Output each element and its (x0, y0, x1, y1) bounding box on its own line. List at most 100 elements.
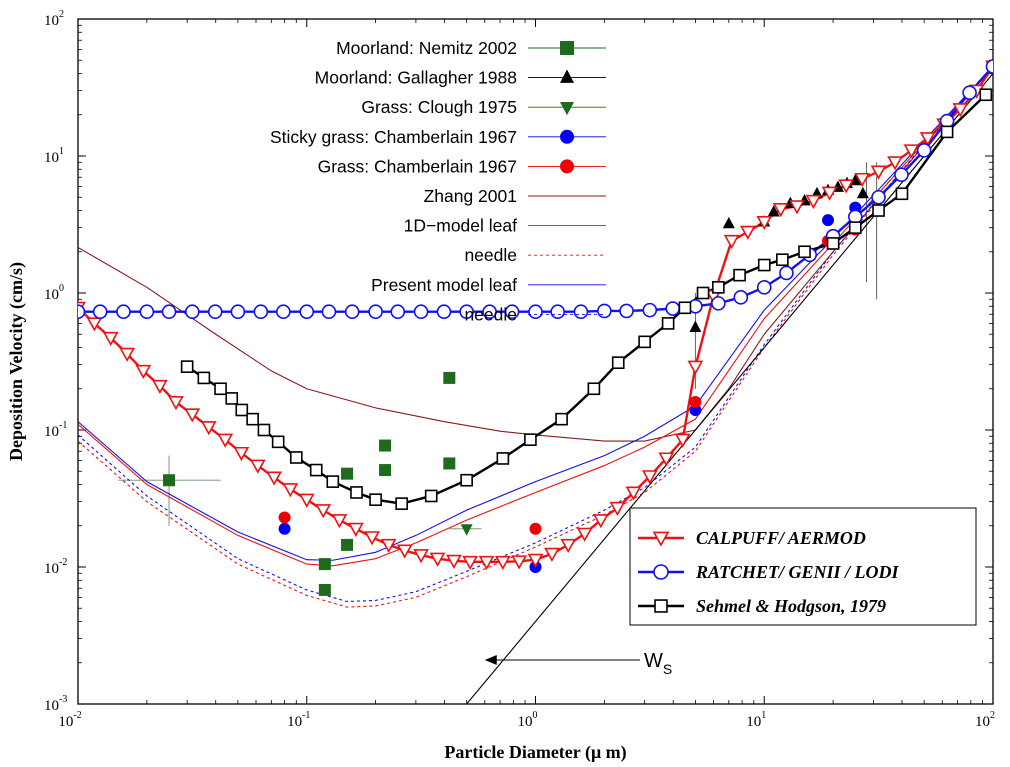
data-point (756, 215, 773, 231)
data-point (661, 317, 675, 330)
data-point (379, 464, 392, 477)
y-tick-label: 101 (44, 146, 64, 166)
legend-swatch-marker (560, 159, 574, 174)
data-point (979, 88, 993, 102)
x-tick-label: 10-2 (58, 710, 81, 730)
legend-label: Present model leaf (371, 275, 517, 295)
data-point (495, 555, 511, 571)
data-point (278, 511, 291, 524)
data-point (185, 304, 200, 320)
data-point (390, 304, 406, 320)
data-point (230, 304, 246, 320)
legend-upper: Moorland: Nemitz 2002 Moorland: Gallagher… (270, 38, 606, 324)
data-point (641, 470, 658, 485)
legend-swatch-marker (654, 599, 668, 613)
legend-swatch-marker (560, 129, 574, 144)
data-point (711, 296, 726, 311)
data-point (282, 483, 299, 498)
data-point (871, 189, 886, 205)
data-point (528, 304, 543, 320)
data-point (573, 304, 589, 320)
data-point (396, 544, 413, 559)
annotation-label: WS (644, 650, 672, 677)
data-point (678, 301, 692, 315)
data-point (249, 459, 266, 474)
legend-label: Sticky grass: Chamberlain 1967 (270, 127, 517, 147)
data-point (424, 489, 438, 503)
data-point (550, 304, 565, 320)
data-point (184, 408, 201, 423)
data-point (163, 474, 176, 487)
data-point (587, 382, 601, 396)
data-point (364, 531, 380, 546)
data-point (527, 553, 544, 568)
data-point (821, 186, 838, 201)
data-point (916, 143, 932, 158)
legend-swatch-marker (652, 531, 670, 547)
data-point (459, 304, 474, 320)
data-point (348, 522, 364, 537)
data-point (235, 403, 249, 417)
data-point (443, 371, 456, 384)
series-line (78, 65, 993, 313)
data-point (511, 555, 527, 570)
data-point (331, 514, 348, 529)
data-point (903, 144, 920, 159)
data-point (197, 371, 211, 385)
x-tick-label: 100 (518, 710, 538, 730)
data-point (524, 433, 537, 446)
data-point (116, 304, 131, 320)
plot-area (78, 59, 993, 704)
data-point (772, 203, 789, 218)
data-point (529, 522, 542, 535)
data-point (379, 439, 392, 452)
legend-label: 1D−model leaf (404, 216, 517, 236)
axes: 10-2 10-1 100 101 10210-310-210-1100101102Pa… (6, 9, 995, 763)
data-point (168, 396, 184, 411)
data-point (318, 583, 331, 596)
data-point (135, 364, 152, 380)
series-line (78, 66, 993, 561)
data-point (395, 497, 409, 510)
data-point (102, 331, 119, 347)
data-point (838, 179, 854, 194)
data-point (887, 156, 903, 171)
data-point (826, 237, 840, 250)
data-point (674, 433, 691, 448)
legend-label: needle (464, 245, 517, 265)
data-point (341, 467, 354, 480)
plot-clip-group (78, 59, 993, 704)
data-point (253, 304, 269, 320)
data-point (318, 558, 331, 571)
data-point (712, 281, 725, 294)
x-tick-label: 101 (746, 710, 766, 730)
data-point (872, 204, 885, 217)
y-tick-label: 10-3 (44, 694, 67, 714)
data-point (779, 265, 794, 281)
data-point (271, 435, 285, 449)
series-line (186, 93, 987, 505)
data-point (368, 304, 383, 320)
data-point (856, 186, 869, 199)
data-point (369, 493, 382, 507)
data-point (822, 214, 835, 227)
data-point (894, 167, 909, 183)
data-point (723, 234, 740, 250)
data-point (560, 538, 577, 554)
data-point (848, 221, 862, 234)
data-point (92, 304, 108, 320)
data-point (214, 382, 227, 396)
y-tick-label: 10-2 (44, 557, 67, 577)
data-point (733, 268, 746, 282)
data-point (756, 280, 772, 295)
data-point (380, 538, 397, 554)
data-point (870, 165, 887, 180)
data-point (496, 452, 510, 465)
legend-swatch-marker (560, 41, 574, 55)
data-point (446, 554, 462, 569)
legend-label: needle (464, 304, 517, 324)
data-point (413, 549, 429, 564)
data-point (478, 555, 495, 571)
data-point (257, 423, 271, 437)
data-point (233, 446, 250, 462)
